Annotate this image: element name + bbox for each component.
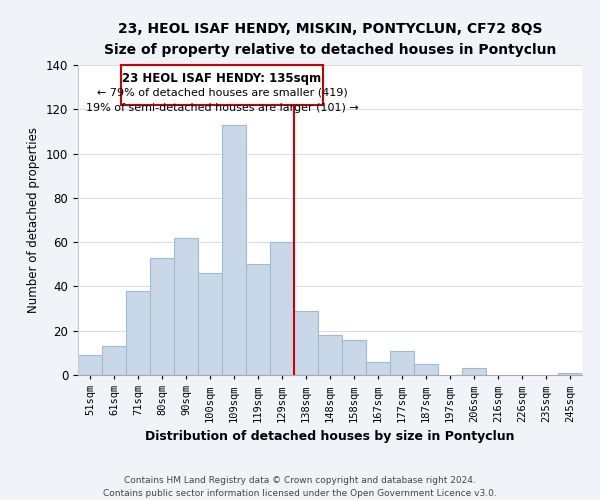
Bar bbox=[78, 355, 102, 375]
X-axis label: Distribution of detached houses by size in Pontyclun: Distribution of detached houses by size … bbox=[145, 430, 515, 443]
Bar bbox=[366, 362, 390, 375]
Bar bbox=[174, 238, 198, 375]
Y-axis label: Number of detached properties: Number of detached properties bbox=[28, 127, 40, 313]
Text: 19% of semi-detached houses are larger (101) →: 19% of semi-detached houses are larger (… bbox=[86, 102, 358, 113]
Bar bbox=[294, 311, 318, 375]
FancyBboxPatch shape bbox=[121, 65, 323, 105]
Bar bbox=[462, 368, 486, 375]
Text: 23 HEOL ISAF HENDY: 135sqm: 23 HEOL ISAF HENDY: 135sqm bbox=[122, 72, 322, 85]
Bar bbox=[558, 373, 582, 375]
Bar bbox=[198, 273, 222, 375]
Bar bbox=[102, 346, 126, 375]
Bar bbox=[222, 125, 246, 375]
Bar bbox=[150, 258, 174, 375]
Bar bbox=[126, 291, 150, 375]
Bar bbox=[270, 242, 294, 375]
Text: ← 79% of detached houses are smaller (419): ← 79% of detached houses are smaller (41… bbox=[97, 87, 347, 97]
Bar bbox=[318, 335, 342, 375]
Bar bbox=[390, 350, 414, 375]
Bar bbox=[246, 264, 270, 375]
Bar bbox=[342, 340, 366, 375]
Text: Contains HM Land Registry data © Crown copyright and database right 2024.
Contai: Contains HM Land Registry data © Crown c… bbox=[103, 476, 497, 498]
Title: 23, HEOL ISAF HENDY, MISKIN, PONTYCLUN, CF72 8QS
Size of property relative to de: 23, HEOL ISAF HENDY, MISKIN, PONTYCLUN, … bbox=[104, 22, 556, 57]
Bar bbox=[414, 364, 438, 375]
